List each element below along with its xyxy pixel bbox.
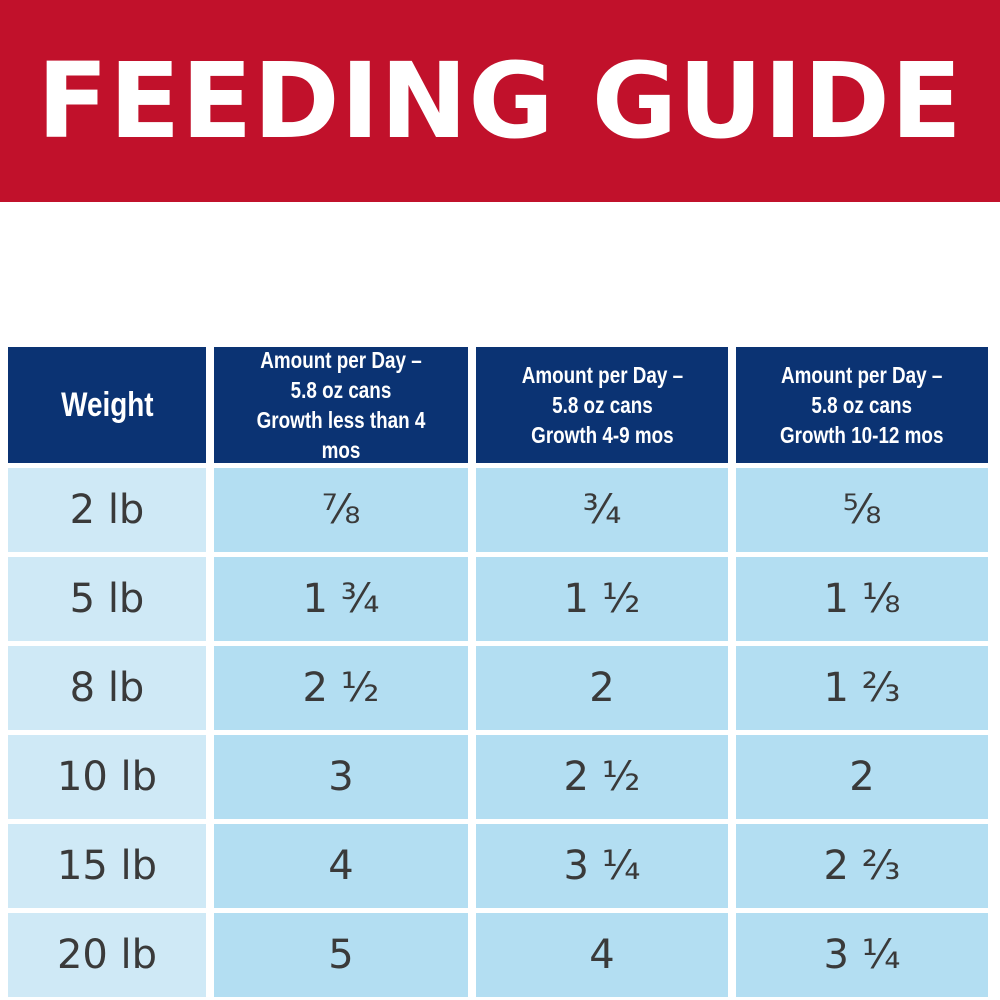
amount-cell: 1 ¹⁄₈ [736, 557, 988, 641]
amount-cell: 4 [476, 913, 728, 997]
amount-cell: 1 ¹⁄₂ [476, 557, 728, 641]
amount-cell: 1 ²⁄₃ [736, 646, 988, 730]
amount-cell: ⁵⁄₈ [736, 468, 988, 552]
amount-cell: 2 ²⁄₃ [736, 824, 988, 908]
amount-cell: 3 [214, 735, 468, 819]
page-title: FEEDING GUIDE [37, 40, 963, 162]
feeding-table: Weight Amount per Day – 5.8 oz cans Grow… [8, 347, 992, 997]
weight-cell: 8 lb [8, 646, 206, 730]
weight-cell: 10 lb [8, 735, 206, 819]
header-growth-10-12-mos: Amount per Day – 5.8 oz cans Growth 10-1… [736, 347, 988, 463]
amount-cell: 4 [214, 824, 468, 908]
header-growth-4-9-mos: Amount per Day – 5.8 oz cans Growth 4-9 … [476, 347, 728, 463]
header-growth-under-4-mos: Amount per Day – 5.8 oz cans Growth less… [214, 347, 468, 463]
header-weight: Weight [8, 347, 206, 463]
amount-cell: 3 ¹⁄₄ [476, 824, 728, 908]
amount-cell: 2 ¹⁄₂ [476, 735, 728, 819]
amount-cell: 2 [476, 646, 728, 730]
weight-cell: 15 lb [8, 824, 206, 908]
amount-cell: ³⁄₄ [476, 468, 728, 552]
weight-cell: 20 lb [8, 913, 206, 997]
header-growth-10-12-mos-label: Amount per Day – 5.8 oz cans Growth 10-1… [780, 362, 944, 448]
weight-cell: 2 lb [8, 468, 206, 552]
weight-cell: 5 lb [8, 557, 206, 641]
title-banner: FEEDING GUIDE [0, 0, 1000, 202]
amount-cell: 2 [736, 735, 988, 819]
amount-cell: 1 ³⁄₄ [214, 557, 468, 641]
amount-cell: 2 ¹⁄₂ [214, 646, 468, 730]
amount-cell: ⁷⁄₈ [214, 468, 468, 552]
amount-cell: 3 ¹⁄₄ [736, 913, 988, 997]
header-weight-label: Weight [60, 385, 154, 424]
amount-cell: 5 [214, 913, 468, 997]
header-growth-4-9-mos-label: Amount per Day – 5.8 oz cans Growth 4-9 … [521, 362, 683, 448]
header-growth-under-4-mos-label: Amount per Day – 5.8 oz cans Growth less… [256, 347, 426, 463]
